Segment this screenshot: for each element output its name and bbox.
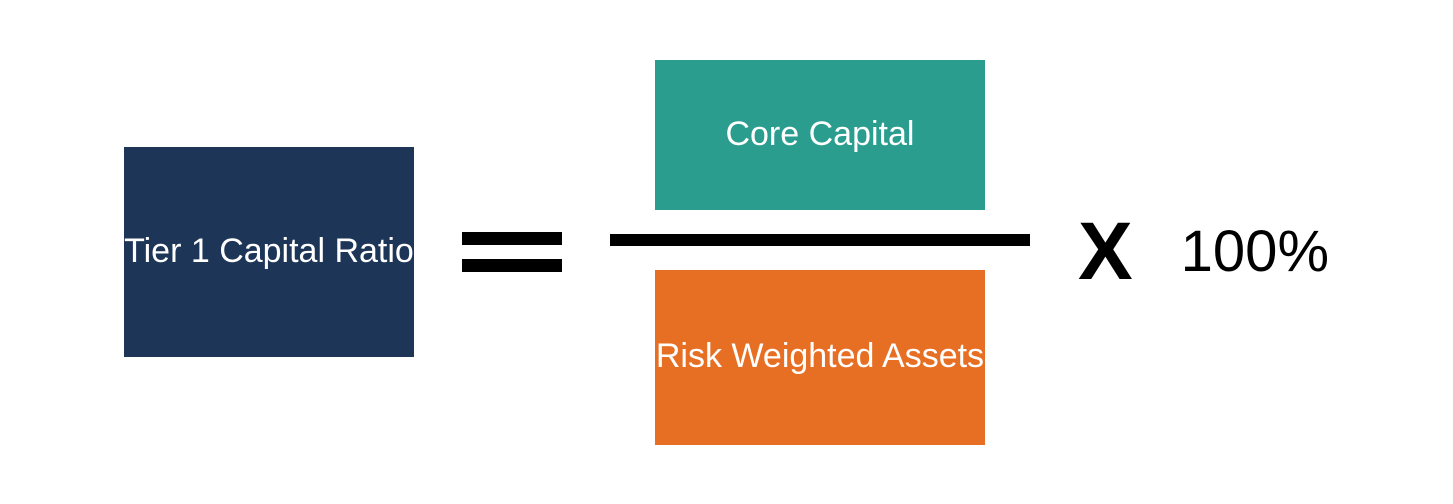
numerator-label: Core Capital [725,112,914,158]
fraction: Core Capital Risk Weighted Assets [610,60,1030,445]
equals-sign [462,232,562,272]
fraction-line [610,234,1030,246]
equals-bar-bottom [462,259,562,272]
lhs-box: Tier 1 Capital Ratio [124,147,414,357]
multiply-symbol: X [1078,211,1133,293]
equals-bar-top [462,232,562,245]
percent-label: 100% [1181,223,1329,281]
denominator-label: Risk Weighted Assets [656,334,984,380]
formula-container: Tier 1 Capital Ratio Core Capital Risk W… [124,60,1329,445]
numerator-box: Core Capital [655,60,985,210]
lhs-label: Tier 1 Capital Ratio [124,229,414,275]
denominator-box: Risk Weighted Assets [655,270,985,445]
